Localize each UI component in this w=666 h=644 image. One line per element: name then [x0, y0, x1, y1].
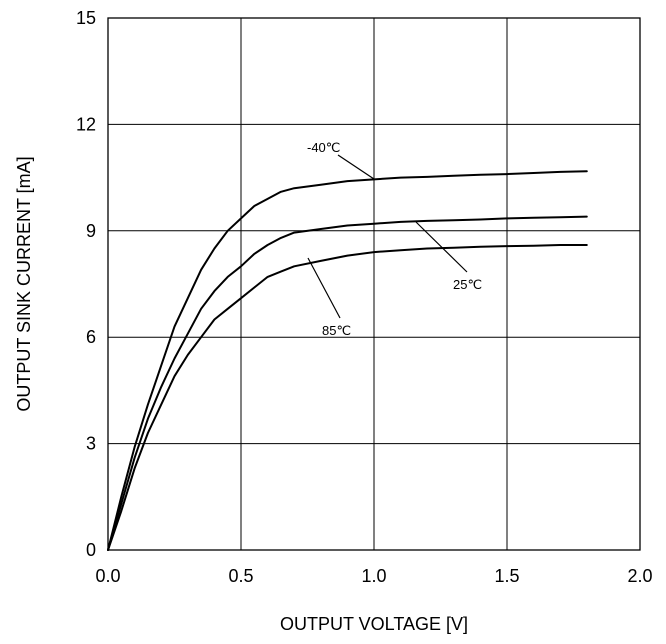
series-line-1 — [107, 215, 588, 551]
x-tick-label: 0.0 — [95, 566, 120, 586]
y-tick-label: 6 — [86, 327, 96, 347]
series-layer — [107, 170, 588, 551]
y-tick-label: 12 — [76, 114, 96, 134]
x-axis-label: OUTPUT VOLTAGE [V] — [280, 614, 468, 634]
tick-labels: 0.0 0.5 1.0 1.5 2.0 0 3 6 9 12 15 — [76, 8, 653, 586]
leader-line-25 — [415, 221, 468, 273]
plot-frame — [107, 17, 641, 551]
annotation-minus40: -40℃ — [307, 140, 340, 155]
series-line-2 — [107, 244, 588, 551]
x-tick-label: 2.0 — [627, 566, 652, 586]
y-tick-label: 15 — [76, 8, 96, 28]
x-tick-label: 1.0 — [361, 566, 386, 586]
y-tick-label: 9 — [86, 221, 96, 241]
grid-layer — [108, 18, 640, 550]
annotations: -40℃ 25℃ 85℃ — [307, 140, 482, 338]
annotation-85: 85℃ — [322, 323, 351, 338]
y-axis-label: OUTPUT SINK CURRENT [mA] — [14, 156, 34, 411]
series-line-0 — [107, 170, 588, 551]
x-tick-label: 1.5 — [494, 566, 519, 586]
annotation-25: 25℃ — [453, 277, 482, 292]
x-tick-label: 0.5 — [228, 566, 253, 586]
y-tick-label: 3 — [86, 434, 96, 454]
y-tick-label: 0 — [86, 540, 96, 560]
leader-line-minus40 — [337, 154, 375, 180]
leader-line-85 — [307, 257, 341, 319]
